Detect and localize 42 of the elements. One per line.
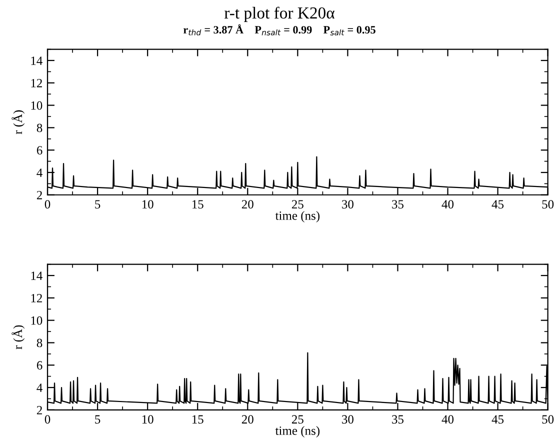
y-tick-label: 4 xyxy=(36,168,42,177)
x-tick-label: 20 xyxy=(242,415,254,424)
chart-subtitle: r$_{thd}$ = 3.87 Å P$_{nsalt}$ = 0.99 P$_{salt}$ = 0.95 xyxy=(183,24,376,36)
x-tick-label: 30 xyxy=(342,200,354,209)
y-tick-label: 6 xyxy=(36,146,42,155)
x-tick-label: 25 xyxy=(292,415,304,424)
x-tick-label: 0 xyxy=(44,415,50,424)
x-tick-label: 10 xyxy=(142,200,154,209)
x-tick-label: 15 xyxy=(192,415,204,424)
x-tick-label: 30 xyxy=(342,415,354,424)
y-tick-label: 14 xyxy=(31,56,42,65)
x-tick-label: 40 xyxy=(442,200,454,209)
y-tick-label: 8 xyxy=(36,338,42,348)
y-tick-label: 12 xyxy=(31,294,42,302)
y-tick-label: 10 xyxy=(31,101,42,110)
x-tick-label: 40 xyxy=(442,415,454,424)
y-axis-title: r (Å) xyxy=(12,325,25,350)
x-axis-title: time (ns) xyxy=(275,426,320,438)
y-tick-label: 4 xyxy=(36,384,42,392)
y-tick-label: 12 xyxy=(31,78,42,88)
x-tick-label: 0 xyxy=(44,200,50,209)
y-tick-label: 2 xyxy=(36,190,42,200)
x-tick-label: 50 xyxy=(542,415,554,424)
y-axis-title: r (Å) xyxy=(12,110,25,134)
x-tick-label: 45 xyxy=(492,415,504,424)
x-tick-label: 35 xyxy=(392,415,404,424)
x-tick-label: 15 xyxy=(192,200,204,209)
x-tick-label: 20 xyxy=(242,200,254,209)
chart-title: r-t plot for K20α xyxy=(224,6,334,22)
x-tick-label: 25 xyxy=(292,200,304,209)
y-tick-label: 6 xyxy=(36,361,42,370)
y-tick-label: 8 xyxy=(36,124,42,132)
x-tick-label: 35 xyxy=(392,200,404,209)
y-tick-label: 2 xyxy=(36,406,42,414)
x-tick-label: 50 xyxy=(542,200,554,209)
x-tick-label: 10 xyxy=(142,415,154,424)
y-tick-label: 10 xyxy=(31,316,42,325)
x-axis-title: time (ns) xyxy=(275,211,320,222)
x-tick-label: 45 xyxy=(492,200,504,209)
y-tick-label: 14 xyxy=(31,272,42,280)
x-tick-label: 5 xyxy=(95,200,100,209)
x-tick-label: 5 xyxy=(95,415,100,424)
